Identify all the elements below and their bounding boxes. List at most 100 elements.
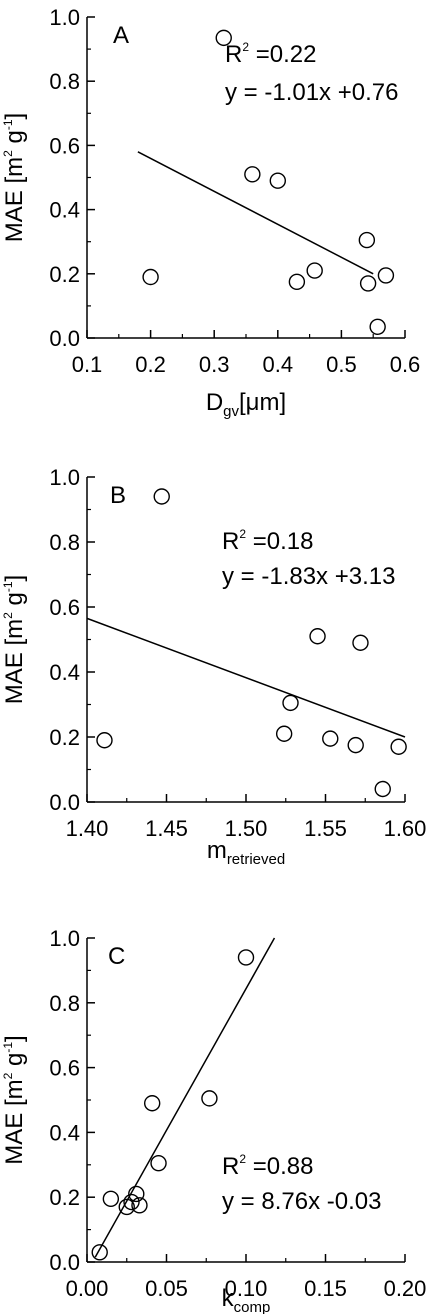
y-title-sup1: 2 bbox=[1, 1072, 15, 1079]
data-point bbox=[215, 29, 232, 47]
x-axis-title: kcomp bbox=[222, 1285, 271, 1314]
data-point bbox=[128, 1185, 145, 1203]
y-tick-label: 0.0 bbox=[49, 1250, 80, 1275]
x-tick-label: 0.20 bbox=[384, 1276, 427, 1301]
y-tick-label: 0.0 bbox=[49, 790, 80, 815]
data-point bbox=[118, 1198, 135, 1216]
y-tick-label: 0.4 bbox=[49, 198, 80, 223]
y-tick-label: 0.2 bbox=[49, 725, 80, 750]
y-title-sup1: 2 bbox=[1, 150, 15, 157]
x-axis-title: mretrieved bbox=[207, 837, 285, 868]
r2-value: =0.88 bbox=[246, 1153, 313, 1180]
data-point bbox=[374, 780, 391, 798]
y-tick-label: 0.6 bbox=[49, 1056, 80, 1081]
y-axis-title: MAE [m2 g-1] bbox=[1, 113, 28, 242]
data-point bbox=[322, 730, 339, 747]
x-title-sub: retrieved bbox=[227, 851, 285, 868]
data-point bbox=[358, 231, 376, 249]
data-point bbox=[359, 275, 377, 292]
x-tick-label: 0.00 bbox=[66, 1276, 109, 1301]
r2-superscript: 2 bbox=[239, 1152, 246, 1166]
y-tick-label: 1.0 bbox=[49, 465, 80, 490]
data-point bbox=[282, 694, 299, 712]
y-tick-label: 0.6 bbox=[49, 133, 80, 158]
panel-label: A bbox=[113, 22, 129, 49]
y-title-main: MAE [m bbox=[1, 1079, 28, 1164]
y-title-main: MAE [m bbox=[1, 157, 28, 242]
x-tick-label: 0.15 bbox=[304, 1276, 347, 1301]
x-tick-label: 0.6 bbox=[390, 352, 421, 377]
y-title-mid: g bbox=[1, 592, 28, 612]
data-point bbox=[288, 273, 306, 291]
data-point bbox=[390, 738, 407, 755]
y-tick-label: 0.8 bbox=[49, 69, 80, 94]
fit-line bbox=[94, 937, 276, 1258]
r2-value: =0.18 bbox=[246, 528, 313, 555]
x-title-sub: gv bbox=[223, 403, 239, 420]
y-title-sup1: 2 bbox=[1, 612, 15, 619]
y-title-mid: g bbox=[1, 1053, 28, 1073]
data-point bbox=[143, 1095, 161, 1112]
x-tick-label: 0.1 bbox=[72, 352, 103, 377]
fit-line bbox=[86, 617, 406, 738]
y-title-mid: g bbox=[1, 130, 28, 150]
panel-label: B bbox=[110, 482, 126, 509]
data-point bbox=[201, 1090, 218, 1107]
x-tick-label: 0.2 bbox=[135, 352, 166, 377]
x-tick-label: 0.3 bbox=[199, 352, 230, 377]
y-tick-label: 1.0 bbox=[49, 5, 80, 30]
fit-equation: y = 8.76x -0.03 bbox=[222, 1188, 381, 1215]
y-title-main: MAE [m bbox=[1, 619, 28, 704]
x-title-main: m bbox=[207, 837, 227, 864]
chart-panel-c: 0.0 0.2 0.4 0.6 0.8 1.0 0.00 0.05 0.10 0.15 0.20 C R… bbox=[1, 926, 426, 1314]
x-title-sub: comp bbox=[234, 1299, 271, 1314]
r-squared-annotation: R2 =0.22 bbox=[225, 40, 316, 68]
r-squared-annotation: R2 =0.18 bbox=[222, 527, 313, 555]
x-tick-label: 0.5 bbox=[326, 352, 357, 377]
r2-superscript: 2 bbox=[242, 40, 249, 54]
x-tick-label: 1.55 bbox=[304, 816, 347, 841]
data-point bbox=[352, 634, 369, 651]
data-point bbox=[142, 268, 159, 286]
x-tick-label: 1.50 bbox=[225, 816, 268, 841]
r2-value: =0.22 bbox=[249, 41, 316, 68]
data-point bbox=[306, 262, 323, 279]
y-tick-label: 0.4 bbox=[49, 660, 80, 685]
y-axis-title: MAE [m2 g-1] bbox=[1, 575, 28, 704]
r2-superscript: 2 bbox=[239, 527, 246, 541]
x-tick-label: 0.10 bbox=[225, 1276, 268, 1301]
y-title-end: ] bbox=[1, 1035, 28, 1042]
fit-equation: y = -1.83x +3.13 bbox=[222, 563, 395, 590]
data-point bbox=[275, 725, 293, 742]
panel-label: C bbox=[108, 943, 125, 970]
data-point bbox=[244, 166, 261, 183]
y-tick-label: 0.0 bbox=[49, 326, 80, 351]
y-axis-title: MAE [m2 g-1] bbox=[1, 1035, 28, 1164]
data-point bbox=[150, 1154, 167, 1172]
x-title-rest: [μm] bbox=[239, 389, 286, 416]
x-tick-label: 1.45 bbox=[145, 816, 188, 841]
r2-label: R bbox=[222, 528, 239, 555]
x-tick-label: 1.60 bbox=[384, 816, 427, 841]
y-tick-label: 0.2 bbox=[49, 1185, 80, 1210]
data-point bbox=[96, 732, 113, 749]
x-tick-label: 1.40 bbox=[66, 816, 109, 841]
data-point bbox=[131, 1197, 148, 1214]
data-point bbox=[309, 628, 326, 645]
data-point bbox=[377, 267, 395, 284]
data-point bbox=[269, 172, 286, 189]
y-title-end: ] bbox=[1, 113, 28, 120]
y-title-end: ] bbox=[1, 575, 28, 582]
x-axis-title: Dgv[μm] bbox=[206, 389, 286, 420]
y-tick-label: 0.4 bbox=[49, 1120, 80, 1145]
y-tick-label: 0.6 bbox=[49, 595, 80, 620]
x-tick-label: 0.4 bbox=[263, 352, 294, 377]
chart-panel-b: 0.0 0.2 0.4 0.6 0.8 1.0 1.40 1.45 1.50 1.55 1.60 B R… bbox=[1, 465, 426, 868]
y-tick-label: 0.2 bbox=[49, 262, 80, 287]
data-point bbox=[347, 736, 364, 754]
y-tick-label: 0.8 bbox=[49, 991, 80, 1016]
y-tick-label: 0.8 bbox=[49, 530, 80, 555]
data-point bbox=[153, 488, 170, 505]
r-squared-annotation: R2 =0.88 bbox=[222, 1152, 313, 1180]
data-point bbox=[102, 1190, 120, 1208]
